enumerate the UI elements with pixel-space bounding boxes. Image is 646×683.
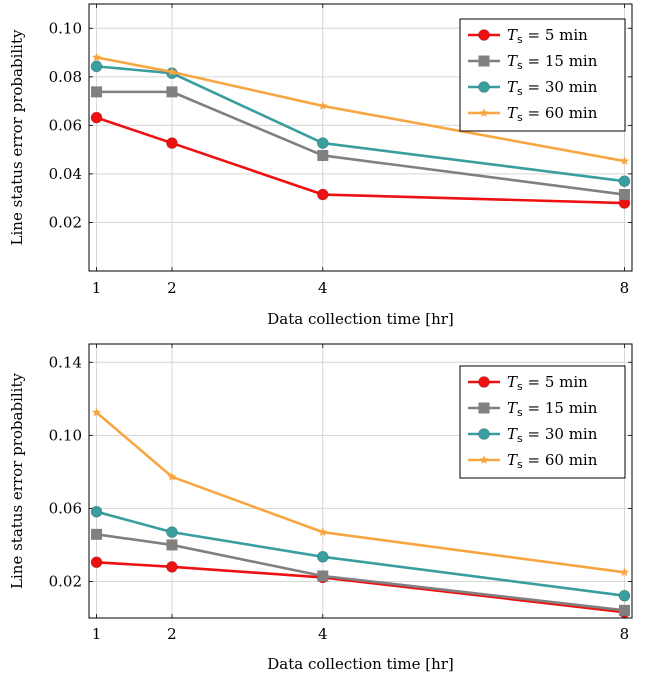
plot-frame <box>88 3 633 272</box>
legend-label: Ts = 30 min <box>507 78 598 98</box>
chart-top-svg: 1 2 4 8 0.02 0.04 0.06 0.08 0.10 Data collection … <box>8 3 633 328</box>
data-point <box>619 567 629 577</box>
legend-label: Ts = 5 min <box>507 373 588 393</box>
legend-marker <box>478 376 490 388</box>
series-line <box>96 56 625 163</box>
data-point <box>90 556 103 569</box>
legend-marker <box>478 402 490 414</box>
series-line <box>96 510 625 597</box>
y-tick-label: 0.10 <box>49 426 82 444</box>
plot-frame <box>88 343 633 619</box>
legend-item: Ts = 60 min <box>468 451 598 471</box>
legend-label: Ts = 15 min <box>507 52 598 72</box>
legend-marker <box>478 55 490 67</box>
series-line <box>96 90 625 196</box>
x-tick-label: 8 <box>620 625 630 643</box>
x-axis-label: Data collection time [hr] <box>267 310 454 328</box>
data-point <box>92 407 102 417</box>
chart-bottom-svg: 1 2 4 8 0.02 0.06 0.10 0.14 Data collection time… <box>8 343 633 673</box>
data-point <box>166 86 178 98</box>
x-tick-label: 8 <box>620 279 630 297</box>
y-axis-label: Line status error probability <box>8 29 26 245</box>
data-point <box>618 604 630 616</box>
legend-marker <box>478 81 490 93</box>
legend-item: Ts = 15 min <box>468 399 598 419</box>
data-point <box>618 189 630 201</box>
legend-item: Ts = 60 min <box>468 104 598 124</box>
series-line <box>95 411 625 574</box>
error-probability-chart-top: 1 2 4 8 0.02 0.04 0.06 0.08 0.10 Data collection … <box>0 0 646 338</box>
y-tick-label: 0.06 <box>49 116 82 134</box>
data-point <box>91 86 103 98</box>
y-tick-label: 0.04 <box>49 165 82 183</box>
data-point <box>90 60 103 73</box>
legend-label: Ts = 15 min <box>507 399 598 419</box>
x-tick-label: 2 <box>167 625 177 643</box>
legend: Ts = 5 min Ts = 15 min Ts = 30 min Ts = 60 … <box>459 365 626 479</box>
data-point <box>318 527 328 536</box>
data-point <box>316 137 329 149</box>
data-point <box>316 188 329 201</box>
y-tick-label: 0.06 <box>49 499 82 517</box>
x-tick-label: 4 <box>318 279 328 297</box>
data-point <box>92 52 102 62</box>
data-point <box>166 561 178 573</box>
y-tick-label: 0.10 <box>49 19 82 37</box>
data-point <box>619 156 629 165</box>
legend-marker <box>479 455 489 464</box>
legend-item: Ts = 5 min <box>468 26 588 46</box>
legend-label: Ts = 60 min <box>507 104 598 124</box>
error-probability-chart-bottom: 1 2 4 8 0.02 0.06 0.10 0.14 Data collection time… <box>0 340 646 679</box>
data-point <box>317 149 329 161</box>
series-4 <box>92 407 629 577</box>
y-tick-label: 0.14 <box>49 353 82 371</box>
x-tick-label: 1 <box>92 625 102 643</box>
data-point <box>318 101 328 110</box>
y-tick-label: 0.08 <box>49 68 82 86</box>
data-point <box>91 528 103 540</box>
series-3 <box>90 505 631 602</box>
y-axis-label: Line status error probability <box>8 373 26 589</box>
data-point <box>166 526 178 538</box>
data-point <box>90 111 103 124</box>
series-line <box>96 116 625 205</box>
x-tick-label: 1 <box>92 279 102 297</box>
series-1 <box>90 111 631 209</box>
data-point <box>166 137 178 149</box>
series-line <box>96 533 625 612</box>
series-2 <box>91 86 630 201</box>
legend-label: Ts = 30 min <box>507 425 598 445</box>
data-point <box>167 472 177 481</box>
data-point <box>317 570 329 582</box>
y-tick-label: 0.02 <box>49 572 82 590</box>
x-tick-label: 4 <box>318 625 328 643</box>
legend-label: Ts = 60 min <box>507 451 598 471</box>
data-point <box>618 589 631 602</box>
grid <box>89 344 632 618</box>
legend-item: Ts = 30 min <box>468 78 598 98</box>
legend-label: Ts = 5 min <box>507 26 588 46</box>
data-point <box>316 551 329 563</box>
legend-marker <box>478 29 490 41</box>
legend-item: Ts = 5 min <box>468 373 588 393</box>
legend: Ts = 5 min Ts = 15 min Ts = 30 min Ts = 60 … <box>459 18 626 132</box>
series-line <box>96 560 625 614</box>
series-2 <box>91 528 630 616</box>
series-4 <box>92 52 629 165</box>
data-point <box>90 505 103 518</box>
data-point <box>618 175 631 187</box>
x-axis-label: Data collection time [hr] <box>267 655 454 673</box>
data-point <box>166 539 178 551</box>
legend-item: Ts = 30 min <box>468 425 598 445</box>
series-line <box>96 65 625 183</box>
legend-marker <box>479 108 489 117</box>
data-point <box>167 67 177 76</box>
y-tick-label: 0.02 <box>49 213 82 231</box>
legend-marker <box>478 428 490 440</box>
x-tick-label: 2 <box>167 279 177 297</box>
legend-item: Ts = 15 min <box>468 52 598 72</box>
